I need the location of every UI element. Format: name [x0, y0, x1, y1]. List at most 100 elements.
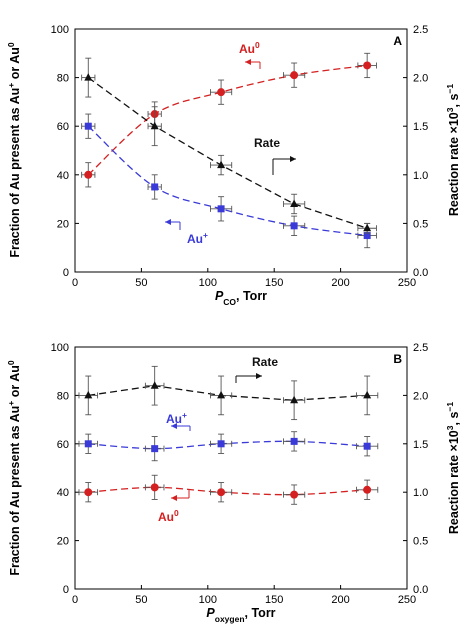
y2-tick-label: 0.5	[413, 536, 428, 548]
chart-panel-A: 0 50 100 150 200 250 0 20 40 60 80 100 0.0 0.5 1.0 1.5 2…	[51, 24, 429, 307]
y2-tick-label: 0.0	[413, 267, 428, 279]
y-tick-label: 80	[57, 73, 69, 85]
annotation-auplus-b: Au+	[166, 410, 187, 426]
x-tick-label: 50	[135, 277, 147, 289]
annotation-rate-part: Rate	[254, 136, 280, 150]
plot-frame	[74, 28, 408, 273]
left-y-axis-label-part: or Au	[8, 47, 22, 83]
series-line	[87, 64, 368, 176]
series-Au+	[78, 431, 379, 462]
x-tick-label: 100	[199, 277, 217, 289]
y2-tick-label: 0.5	[413, 218, 428, 230]
data-point	[363, 442, 371, 450]
y2-tick-label: 2.0	[413, 73, 428, 85]
x-tick-label: 150	[265, 277, 283, 289]
data-point	[290, 71, 299, 80]
series-Rate	[81, 57, 377, 234]
data-point	[363, 390, 372, 399]
right-y-axis-label-part: −1	[445, 402, 455, 412]
left-y-axis-label-part: +	[6, 401, 16, 406]
left-y-axis-label-part: Fraction of Au present as Au	[8, 406, 22, 576]
left-y-axis-label-part: 0	[6, 360, 16, 365]
data-point	[217, 160, 226, 169]
data-point	[150, 381, 159, 389]
annotation-auplus-b-arrow-head	[171, 423, 177, 429]
data-point	[84, 122, 92, 130]
right-y-axis-label-part: −1	[445, 84, 455, 94]
data-point	[217, 390, 226, 399]
x-axis-label-part: CO	[223, 297, 236, 307]
data-point	[151, 183, 159, 191]
x-axis-label-part: P	[206, 606, 215, 620]
x-tick-label: 50	[135, 594, 147, 606]
annotation-au0-b-part: Au	[158, 510, 174, 524]
data-point	[290, 490, 299, 499]
y-tick-label: 40	[57, 487, 69, 499]
series-Au0	[81, 52, 377, 188]
x-axis-label-part: , Torr	[236, 289, 267, 303]
data-point	[217, 488, 226, 497]
series-line	[88, 486, 368, 496]
right-y-axis-label: Reaction rate ×103, s−1	[445, 84, 461, 216]
left-y-axis-label-part: Fraction of Au present as Au	[8, 88, 22, 258]
left-y-axis-label-part: +	[6, 83, 16, 88]
x-tick-label: 250	[398, 594, 416, 606]
panel-label: A	[393, 34, 402, 48]
annotation-au0-b-part: 0	[174, 508, 179, 518]
y2-tick-label: 2.0	[413, 390, 428, 402]
annotation-au0-arrow-head	[245, 59, 251, 65]
data-point	[150, 483, 159, 492]
data-point	[363, 61, 372, 70]
y2-tick-label: 1.0	[413, 487, 428, 499]
data-point	[217, 440, 225, 448]
x-tick-label: 0	[72, 594, 78, 606]
y2-tick-label: 2.5	[413, 24, 428, 36]
right-y-axis-label-part: 3	[445, 107, 455, 112]
y-tick-label: 20	[57, 218, 69, 230]
x-tick-label: 150	[265, 594, 283, 606]
data-point	[84, 390, 93, 399]
x-tick-label: 100	[199, 594, 217, 606]
right-y-axis-label-part: , s	[447, 94, 461, 108]
x-axis-label: Poxygen, Torr	[206, 606, 275, 624]
right-y-axis-label-part: Reaction rate ×10	[447, 430, 461, 534]
annotation-auplus: Au+	[187, 230, 208, 246]
data-point	[151, 445, 159, 453]
y-tick-label: 100	[51, 24, 69, 36]
x-tick-label: 250	[398, 277, 416, 289]
annotation-auplus-b-part: +	[182, 410, 187, 420]
y2-tick-label: 2.5	[413, 342, 428, 354]
data-point	[217, 88, 226, 97]
annotation-au0: Au0	[239, 40, 260, 56]
x-tick-label: 200	[331, 277, 349, 289]
data-point	[290, 222, 298, 230]
x-axis-label-part: P	[215, 289, 224, 303]
y-tick-label: 20	[57, 536, 69, 548]
right-y-axis-label-part: Reaction rate ×10	[447, 112, 461, 216]
data-point	[363, 232, 371, 240]
series-line	[87, 77, 368, 229]
y-tick-label: 100	[51, 342, 69, 354]
annotation-rate-b-part: Rate	[252, 355, 278, 369]
chart-panel-B: 0 50 100 150 200 250 0 20 40 60 80 100 0.0 0.5 1.0 1.5 2…	[51, 342, 429, 624]
y2-tick-label: 1.0	[413, 170, 428, 182]
series-Au0	[78, 474, 379, 505]
x-tick-label: 200	[331, 594, 349, 606]
series-Au+	[81, 113, 377, 249]
annotation-auplus-b-part: Au	[166, 412, 182, 426]
right-y-axis-label-part: , s	[447, 412, 461, 426]
annotation-auplus-part: Au	[187, 232, 203, 246]
plot-frame	[74, 346, 408, 590]
left-y-axis-label: Fraction of Au present as Au+ or Au0	[6, 360, 22, 576]
data-point	[290, 199, 299, 207]
series-line	[88, 440, 368, 450]
annotation-rate-b-arrow-head	[256, 373, 262, 379]
y2-tick-label: 1.5	[413, 439, 428, 451]
x-axis-label-part: , Torr	[245, 606, 276, 620]
x-axis-label-part: oxygen	[215, 614, 245, 624]
y-tick-label: 0	[63, 584, 69, 596]
annotation-au0-part: Au	[239, 42, 255, 56]
data-point	[150, 121, 159, 130]
data-point	[363, 485, 372, 494]
series-line	[88, 385, 368, 401]
